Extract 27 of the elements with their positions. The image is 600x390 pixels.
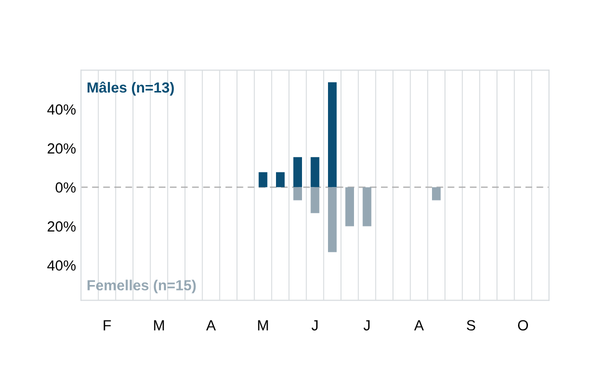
x-tick-label: A (414, 320, 424, 330)
bar (293, 157, 302, 188)
y-tick-label: 40% (47, 260, 76, 271)
x-tick-label: F (104, 320, 111, 330)
text: Femelles (n=15) (88, 280, 196, 294)
x-tick-label: M (258, 320, 268, 330)
bar (328, 187, 337, 252)
x-tick-label: M (154, 320, 164, 330)
bar (310, 187, 320, 214)
bar (432, 187, 441, 200)
text: Mâles (n=13) (88, 82, 174, 96)
y-tick-label: 20% (48, 221, 76, 232)
x-tick-label: O (518, 320, 528, 330)
bar (276, 172, 285, 188)
y-tick-label: 20% (48, 143, 76, 154)
y-tick-label: 0% (56, 182, 76, 193)
bar (258, 172, 268, 188)
x-tick-label: J (364, 320, 370, 330)
x-tick-label: A (206, 320, 216, 330)
bar (310, 157, 320, 188)
bar (328, 82, 337, 188)
x-tick-label: S (466, 320, 476, 330)
bar (345, 187, 354, 226)
y-tick-label: 40% (47, 104, 76, 115)
x-tick-label: J (312, 320, 318, 330)
bar (362, 187, 372, 226)
bar (293, 187, 302, 200)
